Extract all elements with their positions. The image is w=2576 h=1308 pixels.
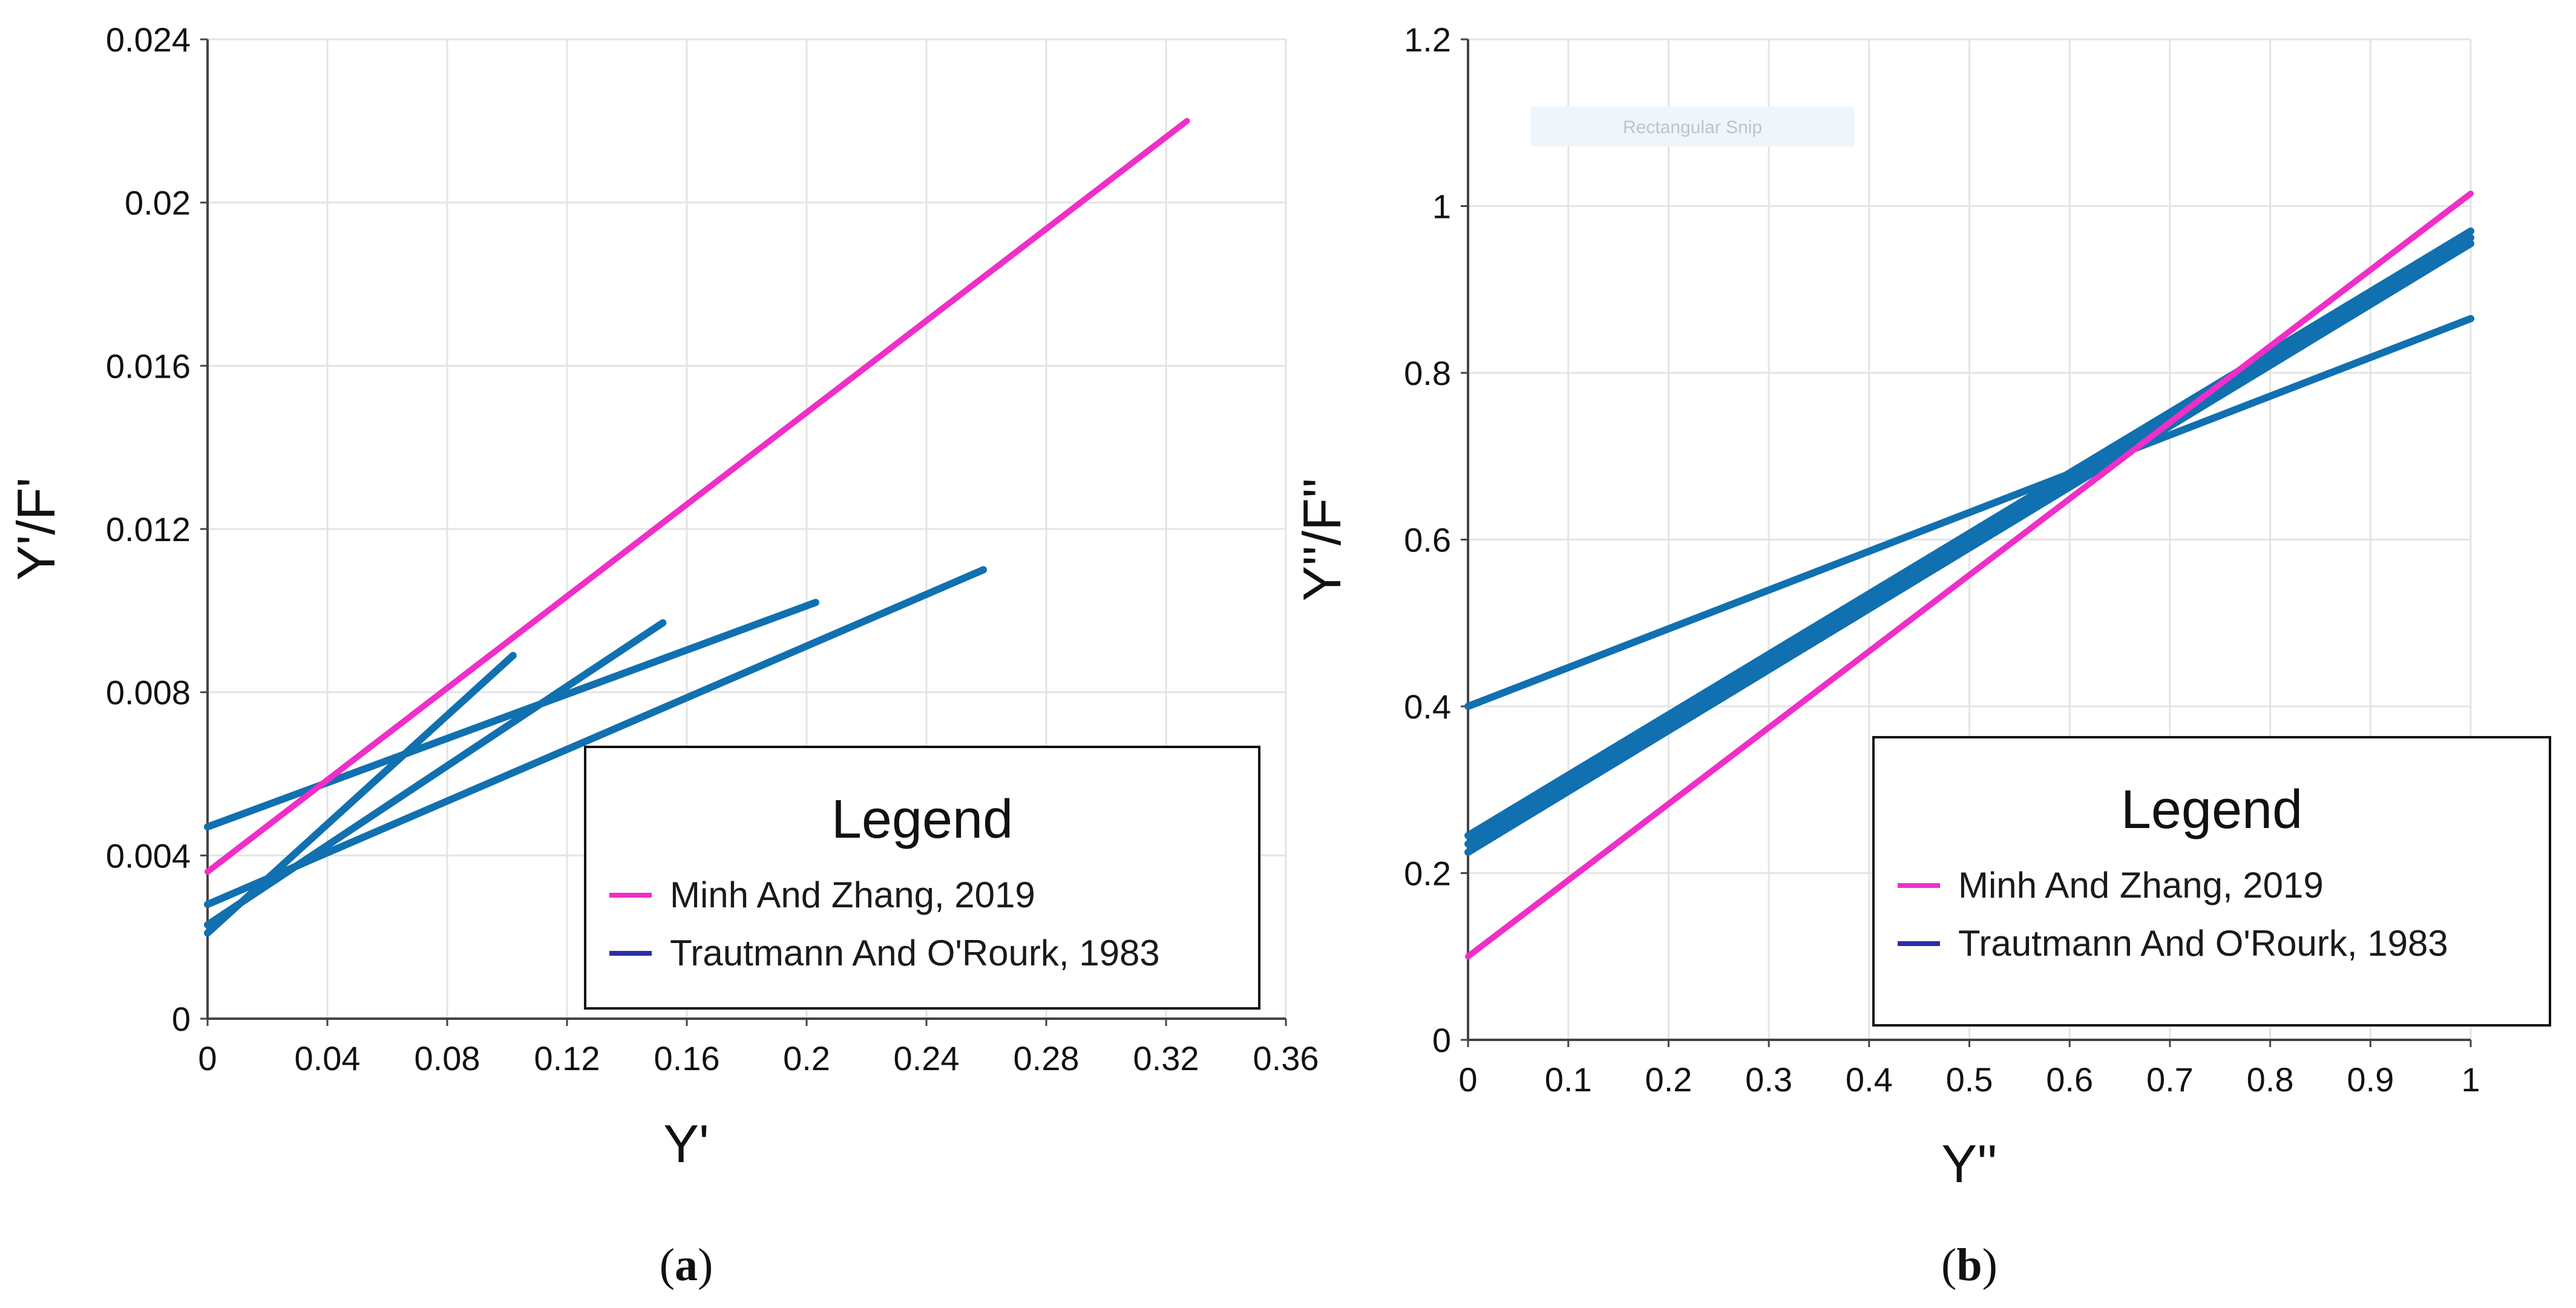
snip-watermark-box <box>1531 107 1854 146</box>
x-tick-label: 0.5 <box>1946 1060 1993 1099</box>
x-tick-label: 0.3 <box>1745 1060 1792 1099</box>
x-axis-title: Y' <box>663 1114 709 1174</box>
y-axis-title: Y''/F'' <box>1292 478 1352 601</box>
legend-entry-trautmann: Trautmann And O'Rourk, 1983 <box>1958 923 2448 964</box>
x-tick-label: 0.6 <box>2046 1060 2093 1099</box>
y-tick-label: 0.2 <box>1404 855 1451 893</box>
x-tick-label: 0.12 <box>534 1039 600 1077</box>
series-line-minh-0 <box>205 117 1190 875</box>
x-tick-label: 0.4 <box>1846 1060 1893 1099</box>
legend-entry-minh: Minh And Zhang, 2019 <box>670 875 1035 915</box>
series-line-trautmann-4 <box>1464 227 2474 840</box>
y-tick-label: 0.8 <box>1404 354 1451 392</box>
legend-title: Legend <box>831 789 1013 850</box>
y-tick-label: 0.4 <box>1404 688 1451 726</box>
panel-caption: (a) <box>660 1240 713 1290</box>
x-tick-label: 1 <box>2461 1060 2480 1099</box>
x-tick-label: 0.9 <box>2347 1060 2394 1099</box>
y-tick-label: 0.024 <box>106 21 191 59</box>
x-tick-label: 0.28 <box>1014 1039 1080 1077</box>
x-tick-label: 0.04 <box>295 1039 361 1077</box>
y-tick-label: 0.02 <box>125 184 191 222</box>
x-tick-label: 0.1 <box>1545 1060 1592 1099</box>
x-tick-label: 0.2 <box>783 1039 830 1077</box>
series-line-trautmann-4 <box>204 566 988 909</box>
x-tick-label: 0.08 <box>415 1039 480 1077</box>
series-line-minh-0 <box>1465 190 2474 960</box>
y-tick-label: 0 <box>1432 1021 1451 1059</box>
y-tick-label: 0 <box>172 1000 191 1038</box>
x-axis-title: Y'' <box>1941 1134 1997 1194</box>
y-tick-label: 0.016 <box>106 347 191 385</box>
legend-entry-minh: Minh And Zhang, 2019 <box>1958 865 2324 905</box>
series-line-trautmann-3 <box>1464 234 2474 848</box>
snip-watermark-text: Rectangular Snip <box>1623 117 1762 137</box>
y-tick-label: 0.6 <box>1404 521 1451 559</box>
panel-caption-letter: b <box>1956 1240 1982 1290</box>
legend-box <box>584 746 1260 1010</box>
legend-title: Legend <box>2121 780 2302 840</box>
y-tick-label: 1 <box>1432 188 1451 226</box>
x-tick-label: 0.36 <box>1253 1039 1319 1077</box>
legend-entry-trautmann: Trautmann And O'Rourk, 1983 <box>670 933 1160 973</box>
x-tick-label: 0.24 <box>894 1039 960 1077</box>
legend: Legend Minh And Zhang, 2019 Trautmann And … <box>584 746 1260 1010</box>
y-tick-label: 0.004 <box>106 836 191 875</box>
y-tick-label: 1.2 <box>1404 21 1451 59</box>
legend: Legend Minh And Zhang, 2019 Trautmann And … <box>1872 736 2551 1027</box>
x-tick-label: 0.7 <box>2146 1060 2194 1099</box>
panel-caption-letter: a <box>675 1240 698 1290</box>
x-tick-label: 0 <box>198 1039 217 1077</box>
panel-caption: (b) <box>1941 1240 1998 1290</box>
x-tick-label: 0.16 <box>654 1039 720 1077</box>
x-tick-label: 0.2 <box>1645 1060 1692 1099</box>
legend-box <box>1872 736 2551 1027</box>
chart-panel-a: 0 0.004 0.008 0.012 0.016 0.02 0.024 0 0.04 0.08 0… <box>6 21 1319 1290</box>
x-tick-label: 0.32 <box>1133 1039 1199 1077</box>
series-line-trautmann-1 <box>1464 315 2474 710</box>
series-line-trautmann-2 <box>1464 240 2474 856</box>
chart-panel-b: 0 0.2 0.4 0.6 0.8 1 1.2 0 0.1 0.2 0.3 0.4 0.5 0.6 0.7 0… <box>1292 21 2551 1290</box>
y-tick-label: 0.008 <box>106 674 191 712</box>
x-tick-label: 0 <box>1458 1060 1477 1099</box>
y-tick-label: 0.012 <box>106 510 191 548</box>
series-line-trautmann-3 <box>204 599 819 831</box>
y-axis-title: Y'/F' <box>6 478 66 581</box>
x-tick-label: 0.8 <box>2247 1060 2294 1099</box>
